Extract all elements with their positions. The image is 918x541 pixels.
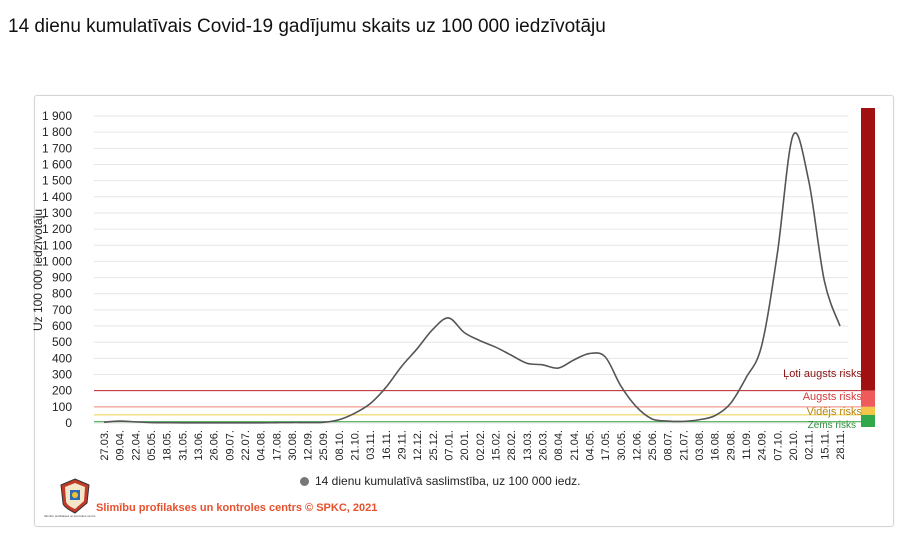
y-tick-label: 400	[52, 351, 72, 365]
x-tick-label: 28.02.	[506, 430, 518, 461]
x-tick-label: 03.08.	[694, 430, 706, 461]
x-tick-label: 04.08.	[256, 430, 268, 461]
y-tick-label: 1 900	[42, 109, 72, 123]
x-tick-label: 08.07.	[663, 430, 675, 461]
x-tick-label: 11.09.	[741, 430, 753, 460]
risk-band	[861, 414, 875, 427]
y-tick-label: 300	[52, 368, 72, 382]
y-tick-label: 0	[65, 416, 72, 430]
risk-label-very-high: Ļoti augsts risks	[783, 368, 862, 380]
y-tick-labels: 0 100 200 300 400 500 600 700 800 900 1 000 1 100 1 …	[42, 109, 72, 430]
x-tick-label: 08.04.	[553, 430, 565, 461]
x-tick-label: 08.10.	[334, 430, 346, 461]
series-line	[103, 132, 841, 424]
risk-label-high: Augsts risks	[802, 391, 862, 403]
x-tick-label: 17.08.	[271, 430, 283, 461]
y-tick-label: 1 500	[42, 174, 72, 188]
x-tick-label: 29.11.	[397, 430, 409, 460]
x-tick-label: 30.05.	[616, 430, 628, 461]
legend-dot-icon	[300, 476, 309, 486]
x-tick-label: 12.12.	[412, 430, 424, 461]
x-tick-label: 26.06.	[209, 430, 221, 461]
y-tick-label: 1 100	[42, 238, 72, 252]
logo-text: Slimību profilakses un kontroles centrs	[44, 514, 96, 518]
x-tick-label: 15.02.	[490, 430, 502, 461]
x-tick-label: 02.02.	[475, 430, 487, 461]
risk-band	[861, 390, 875, 407]
grid-lines	[94, 115, 848, 424]
x-tick-label: 18.05.	[162, 430, 174, 461]
x-tick-label: 27.03.	[99, 430, 111, 461]
y-tick-label: 1 800	[42, 125, 72, 139]
x-tick-label: 26.03.	[537, 430, 549, 461]
x-tick-label: 21.10.	[350, 430, 362, 461]
legend-label: 14 dienu kumulatīvā saslimstība, uz 100 …	[315, 474, 581, 488]
x-tick-label: 25.09.	[318, 430, 330, 461]
x-tick-label: 07.01.	[444, 430, 456, 461]
x-tick-label: 21.04.	[569, 430, 581, 461]
y-tick-label: 1 200	[42, 222, 72, 236]
x-tick-label: 30.08.	[287, 430, 299, 461]
x-tick-label: 05.05.	[146, 430, 158, 461]
y-tick-label: 500	[52, 335, 72, 349]
y-tick-label: 600	[52, 319, 72, 333]
y-tick-label: 1 600	[42, 157, 72, 171]
y-tick-label: 1 300	[42, 206, 72, 220]
x-tick-labels: 27.03. 09.04. 22.04. 05.05. 18.05. 31.05. 13.0…	[99, 430, 847, 461]
x-tick-label: 21.07.	[678, 430, 690, 461]
risk-label-low: Zems risks	[807, 420, 856, 431]
x-tick-label: 09.07.	[224, 430, 236, 461]
y-tick-label: 900	[52, 271, 72, 285]
y-axis-label: Uz 100 000 iedzīvotāju	[31, 208, 45, 332]
x-tick-label: 17.05.	[600, 430, 612, 461]
x-tick-label: 20.10.	[788, 430, 800, 461]
risk-label-medium: Vidējs risks	[806, 406, 862, 418]
x-tick-label: 16.08.	[710, 430, 722, 461]
x-tick-label: 13.06.	[193, 430, 205, 461]
risk-band	[861, 406, 875, 415]
footer-credit: Slimību profilakses un kontroles centrs …	[96, 502, 378, 514]
x-tick-label: 28.11.	[835, 430, 847, 460]
y-tick-label: 100	[52, 400, 72, 414]
y-tick-label: 700	[52, 303, 72, 317]
x-tick-label: 07.10.	[772, 430, 784, 461]
y-tick-label: 1 700	[42, 141, 72, 155]
y-tick-label: 1 000	[42, 254, 72, 268]
risk-threshold-lines	[94, 390, 861, 423]
x-tick-label: 16.11.	[381, 430, 393, 460]
legend: 14 dienu kumulatīvā saslimstība, uz 100 …	[300, 474, 581, 488]
x-tick-label: 22.04.	[130, 430, 142, 461]
y-tick-label: 1 400	[42, 190, 72, 204]
x-tick-label: 04.05.	[584, 430, 596, 461]
x-tick-label: 15.11.	[819, 430, 831, 460]
y-tick-label: 200	[52, 384, 72, 398]
risk-band	[861, 108, 875, 391]
spkc-logo-icon	[60, 478, 90, 514]
x-tick-label: 02.11.	[804, 430, 816, 460]
x-tick-label: 03.11.	[365, 430, 377, 460]
page-title: 14 dienu kumulatīvais Covid-19 gadījumu …	[8, 16, 606, 37]
x-tick-label: 29.08.	[725, 430, 737, 461]
x-tick-label: 12.06.	[631, 430, 643, 461]
x-tick-label: 22.07.	[240, 430, 252, 461]
x-tick-label: 25.06.	[647, 430, 659, 461]
risk-bands	[861, 108, 875, 427]
x-tick-label: 13.03.	[522, 430, 534, 461]
y-tick-label: 800	[52, 287, 72, 301]
x-tick-label: 20.01.	[459, 430, 471, 461]
x-tick-label: 25.12.	[428, 430, 440, 461]
x-tick-label: 31.05.	[177, 430, 189, 461]
x-tick-label: 24.09.	[757, 430, 769, 461]
x-tick-label: 12.09.	[303, 430, 315, 461]
x-tick-label: 09.04.	[115, 430, 127, 461]
chart-panel	[34, 95, 894, 527]
